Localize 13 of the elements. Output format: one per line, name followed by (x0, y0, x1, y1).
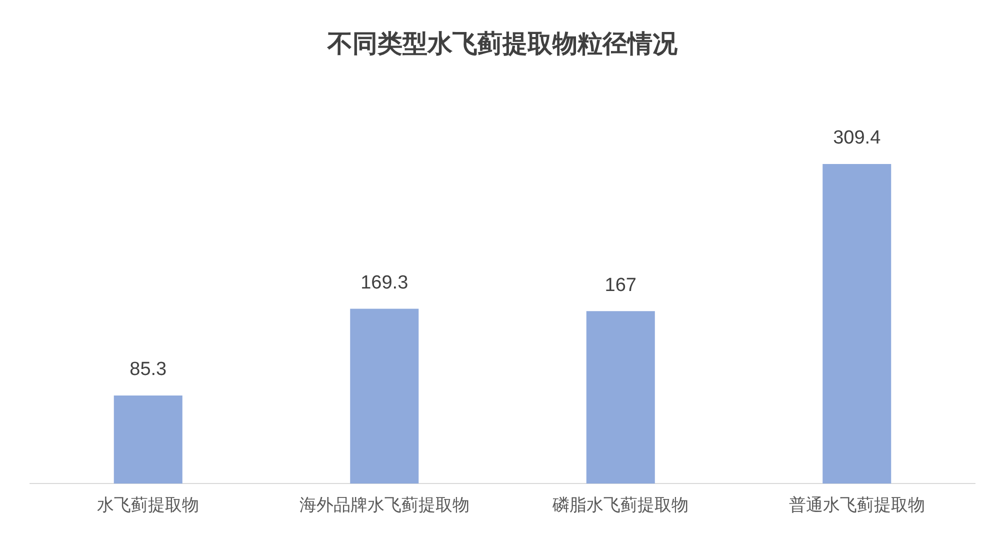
data-label: 309.4 (833, 128, 882, 149)
data-label: 85.3 (130, 359, 167, 380)
bar (586, 311, 655, 484)
x-tick-label: 普通水飞蓟提取物 (788, 495, 925, 514)
bar (350, 308, 419, 484)
x-tick-label: 海外品牌水飞蓟提取物 (299, 495, 470, 514)
x-tick-label: 磷脂水飞蓟提取物 (552, 495, 689, 514)
data-label: 167 (604, 274, 636, 296)
x-tick-label: 水飞蓟提取物 (97, 495, 200, 514)
bar (822, 164, 892, 484)
chart-title: 不同类型水飞蓟提取物粒径情况 (326, 30, 678, 58)
bar (114, 395, 182, 484)
data-label: 169.3 (360, 272, 408, 294)
